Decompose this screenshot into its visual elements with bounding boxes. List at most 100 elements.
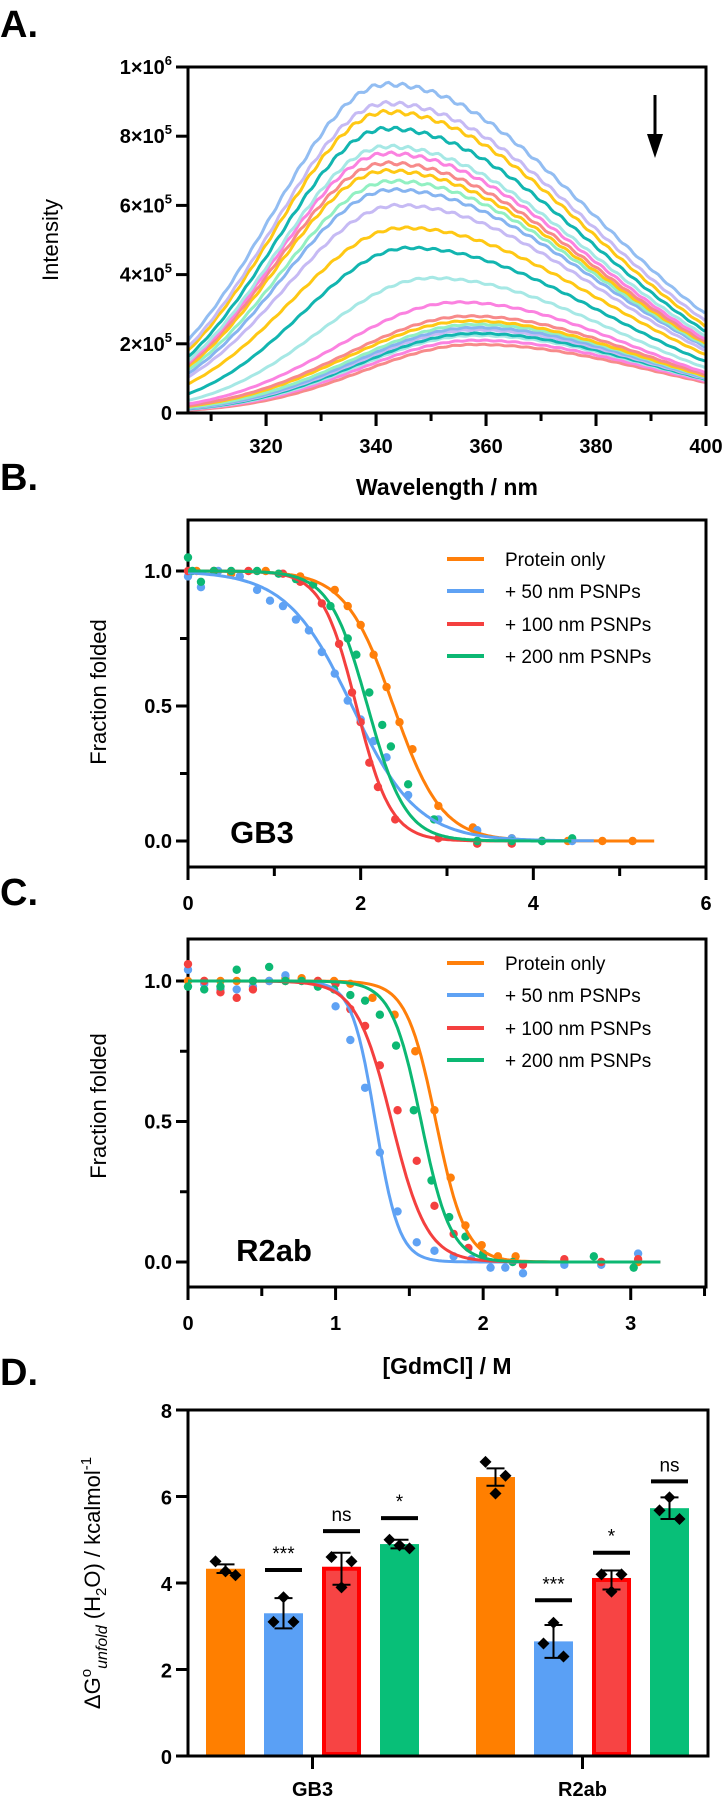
- y-tick-mantissa: 0: [161, 403, 172, 425]
- ylabel-subscript: 2: [93, 1588, 110, 1596]
- replicate-point: [615, 1568, 628, 1581]
- legend-label: + 200 nm PSNPs: [505, 1051, 651, 1072]
- x-tick-label: 4: [528, 893, 540, 915]
- spectrum-line-9: [188, 187, 706, 375]
- data-point: [360, 1083, 370, 1092]
- legend-label: + 100 nm PSNPs: [505, 1019, 651, 1040]
- replicate-point: [267, 1615, 280, 1628]
- spectrum-line-10: [188, 202, 706, 379]
- spectra-group: [188, 80, 706, 412]
- replicate-point: [557, 1650, 570, 1663]
- replicate-point: [673, 1512, 686, 1525]
- ylabel-part: O) / kcalmol: [80, 1470, 105, 1587]
- spectrum-line-0: [188, 80, 706, 342]
- bar-GB3-3: [380, 1544, 419, 1756]
- data-point: [216, 982, 225, 991]
- data-point: [412, 1156, 421, 1166]
- data-point: [378, 720, 387, 730]
- data-point: [331, 1002, 340, 1011]
- spectrum-line-6: [188, 160, 706, 366]
- y-tick-label: 4×105: [120, 261, 172, 287]
- data-point: [232, 985, 241, 994]
- x-tick-label: 0: [182, 893, 193, 915]
- y-tick-mantissa: 4×10: [120, 265, 165, 287]
- legend-label: + 100 nm PSNPs: [505, 615, 651, 636]
- replicate-point: [605, 1585, 618, 1598]
- category-label: R2ab: [558, 1779, 607, 1800]
- data-point: [403, 780, 413, 789]
- data-point: [589, 1252, 599, 1261]
- spectrum-line-18: [188, 325, 706, 410]
- replicate-point: [383, 1533, 396, 1546]
- replicate-point: [499, 1469, 512, 1482]
- legend-label: + 50 nm PSNPs: [505, 582, 641, 603]
- series-0: [192, 566, 637, 846]
- protein-label: R2ab: [236, 1233, 312, 1268]
- ylabel-subscript: unfold: [94, 1624, 111, 1669]
- spectrum-line-13: [188, 275, 706, 402]
- data-point: [232, 965, 241, 974]
- spectrum-line-14: [188, 300, 706, 406]
- ylabel-exponent: -1: [78, 1457, 95, 1470]
- replicate-point: [479, 1455, 492, 1468]
- x-tick-label: 0: [182, 1313, 193, 1335]
- y-axis-title: Fraction folded: [86, 1033, 111, 1179]
- spectrum-line-4: [188, 143, 706, 363]
- y-tick-label: 0: [161, 1747, 172, 1769]
- spectrum-line-2: [188, 108, 706, 352]
- spectrum-line-8: [188, 178, 706, 372]
- x-tick-label: 340: [359, 436, 392, 458]
- series-3: [183, 962, 638, 1272]
- x-tick-label: 2: [355, 893, 366, 915]
- data-point: [183, 553, 193, 562]
- panel-c-r2ab-denaturation-chart: 0.0 0.5 1.0 0 1 2 3 [GdmCl] / M Fraction folded R…: [86, 937, 708, 1379]
- data-point: [430, 1201, 439, 1211]
- category-label: GB3: [292, 1779, 333, 1800]
- replicate-point: [325, 1551, 338, 1564]
- data-point: [252, 585, 262, 595]
- data-point: [346, 990, 355, 1000]
- data-point: [183, 959, 193, 969]
- data-point: [375, 1010, 385, 1019]
- legend-label: Protein only: [505, 550, 606, 571]
- bar-R2ab-0: [476, 1477, 515, 1756]
- spectrum-line-5: [188, 150, 706, 365]
- y-tick-label: 8×105: [120, 122, 172, 148]
- y-axis-title: Fraction folded: [86, 619, 111, 765]
- y-tick-label: 1.0: [144, 971, 172, 993]
- y-tick-label: 1.0: [144, 561, 172, 583]
- panel-b-gb3-denaturation-chart: 0.0 0.5 1.0 0 2 4 6 Fraction folded GB3 Protein o…: [86, 518, 712, 915]
- replicate-point: [537, 1637, 550, 1650]
- data-point: [346, 1035, 355, 1045]
- bar-GB3-0: [206, 1568, 245, 1756]
- x-tick-label: 1: [330, 1313, 341, 1335]
- series-1: [183, 965, 643, 1278]
- significance-label: *: [396, 1492, 404, 1513]
- panel-label-d: D.: [0, 1352, 38, 1394]
- bar-R2ab-2: [592, 1577, 631, 1757]
- y-axis-title: ΔGounfold (H2O) / kcalmol-1: [78, 1457, 111, 1709]
- replicate-point: [403, 1542, 416, 1555]
- data-point: [430, 1246, 439, 1255]
- y-tick-label: 4: [161, 1574, 173, 1596]
- significance-label: ns: [659, 1455, 679, 1476]
- replicate-point: [209, 1555, 222, 1568]
- replicate-point: [287, 1615, 300, 1628]
- data-point: [291, 615, 301, 624]
- data-point: [393, 1106, 402, 1115]
- plot-frame: [186, 937, 708, 1289]
- data-point: [391, 1041, 401, 1050]
- legend-label: Protein only: [505, 954, 606, 975]
- data-point: [368, 993, 377, 1003]
- data-point: [501, 1263, 510, 1272]
- y-tick-exponent: 6: [165, 53, 172, 68]
- data-point: [365, 688, 374, 697]
- data-point: [265, 596, 275, 605]
- y-tick-exponent: 5: [165, 330, 172, 345]
- bar-GB3-1: [264, 1613, 303, 1756]
- y-tick-label: 2: [161, 1661, 172, 1683]
- fit-curve-3: [188, 569, 572, 843]
- y-tick-exponent: 5: [165, 261, 172, 276]
- y-tick-label: 0.0: [144, 831, 172, 853]
- fit-curve-1: [187, 571, 594, 843]
